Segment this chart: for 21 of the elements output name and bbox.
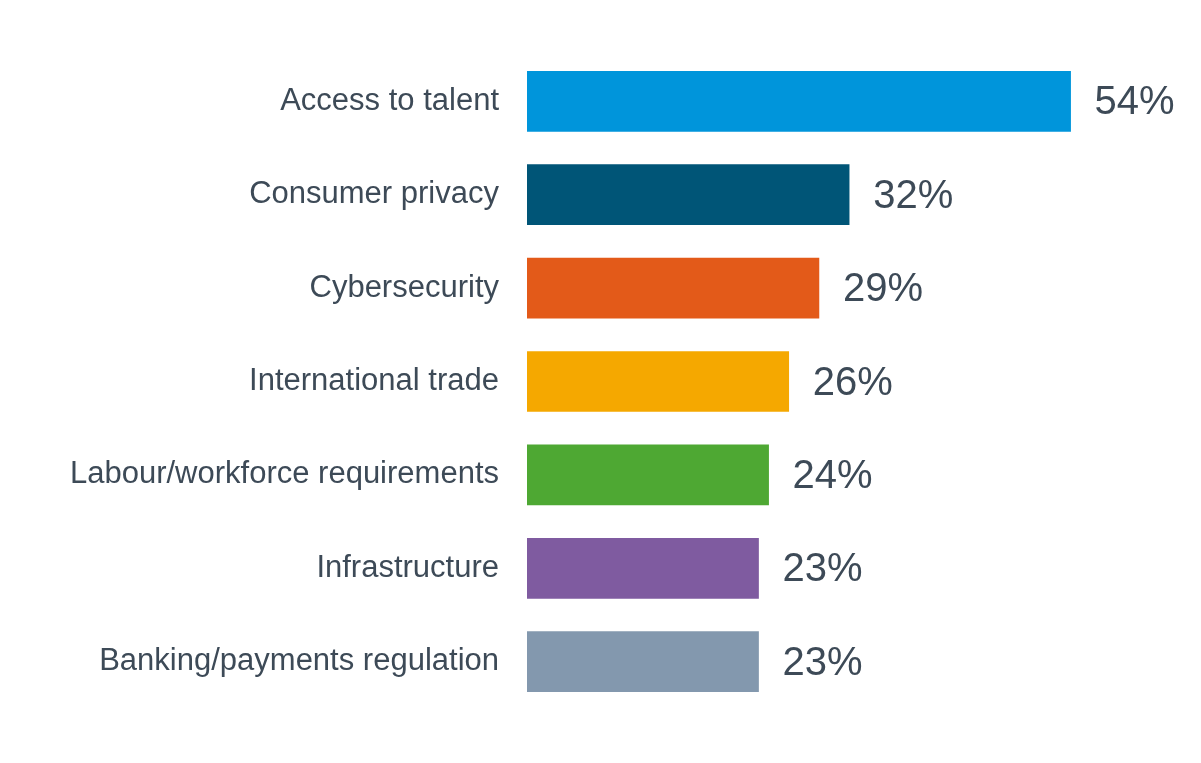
bar xyxy=(527,444,769,506)
y-tick-label: Infrastructure xyxy=(316,548,499,584)
bar xyxy=(527,631,759,693)
data-label: 54% xyxy=(1094,78,1175,123)
y-tick-label: Cybersecurity xyxy=(309,268,500,304)
data-label: 32% xyxy=(873,171,954,216)
y-tick-label: Banking/payments regulation xyxy=(99,642,499,678)
bar xyxy=(527,70,1071,132)
bar xyxy=(527,351,790,412)
y-tick-label: Labour/workforce requirements xyxy=(69,455,499,491)
data-label: 24% xyxy=(792,451,873,496)
bar xyxy=(527,164,850,226)
data-label: 29% xyxy=(842,265,923,310)
data-label: 23% xyxy=(782,545,863,590)
bar xyxy=(527,537,759,599)
data-label: 23% xyxy=(782,638,863,683)
data-label: 26% xyxy=(812,358,893,403)
y-tick-label: Access to talent xyxy=(280,81,500,117)
bar xyxy=(527,257,820,319)
y-tick-label: Consumer privacy xyxy=(249,175,500,211)
y-tick-label: International trade xyxy=(249,362,499,398)
